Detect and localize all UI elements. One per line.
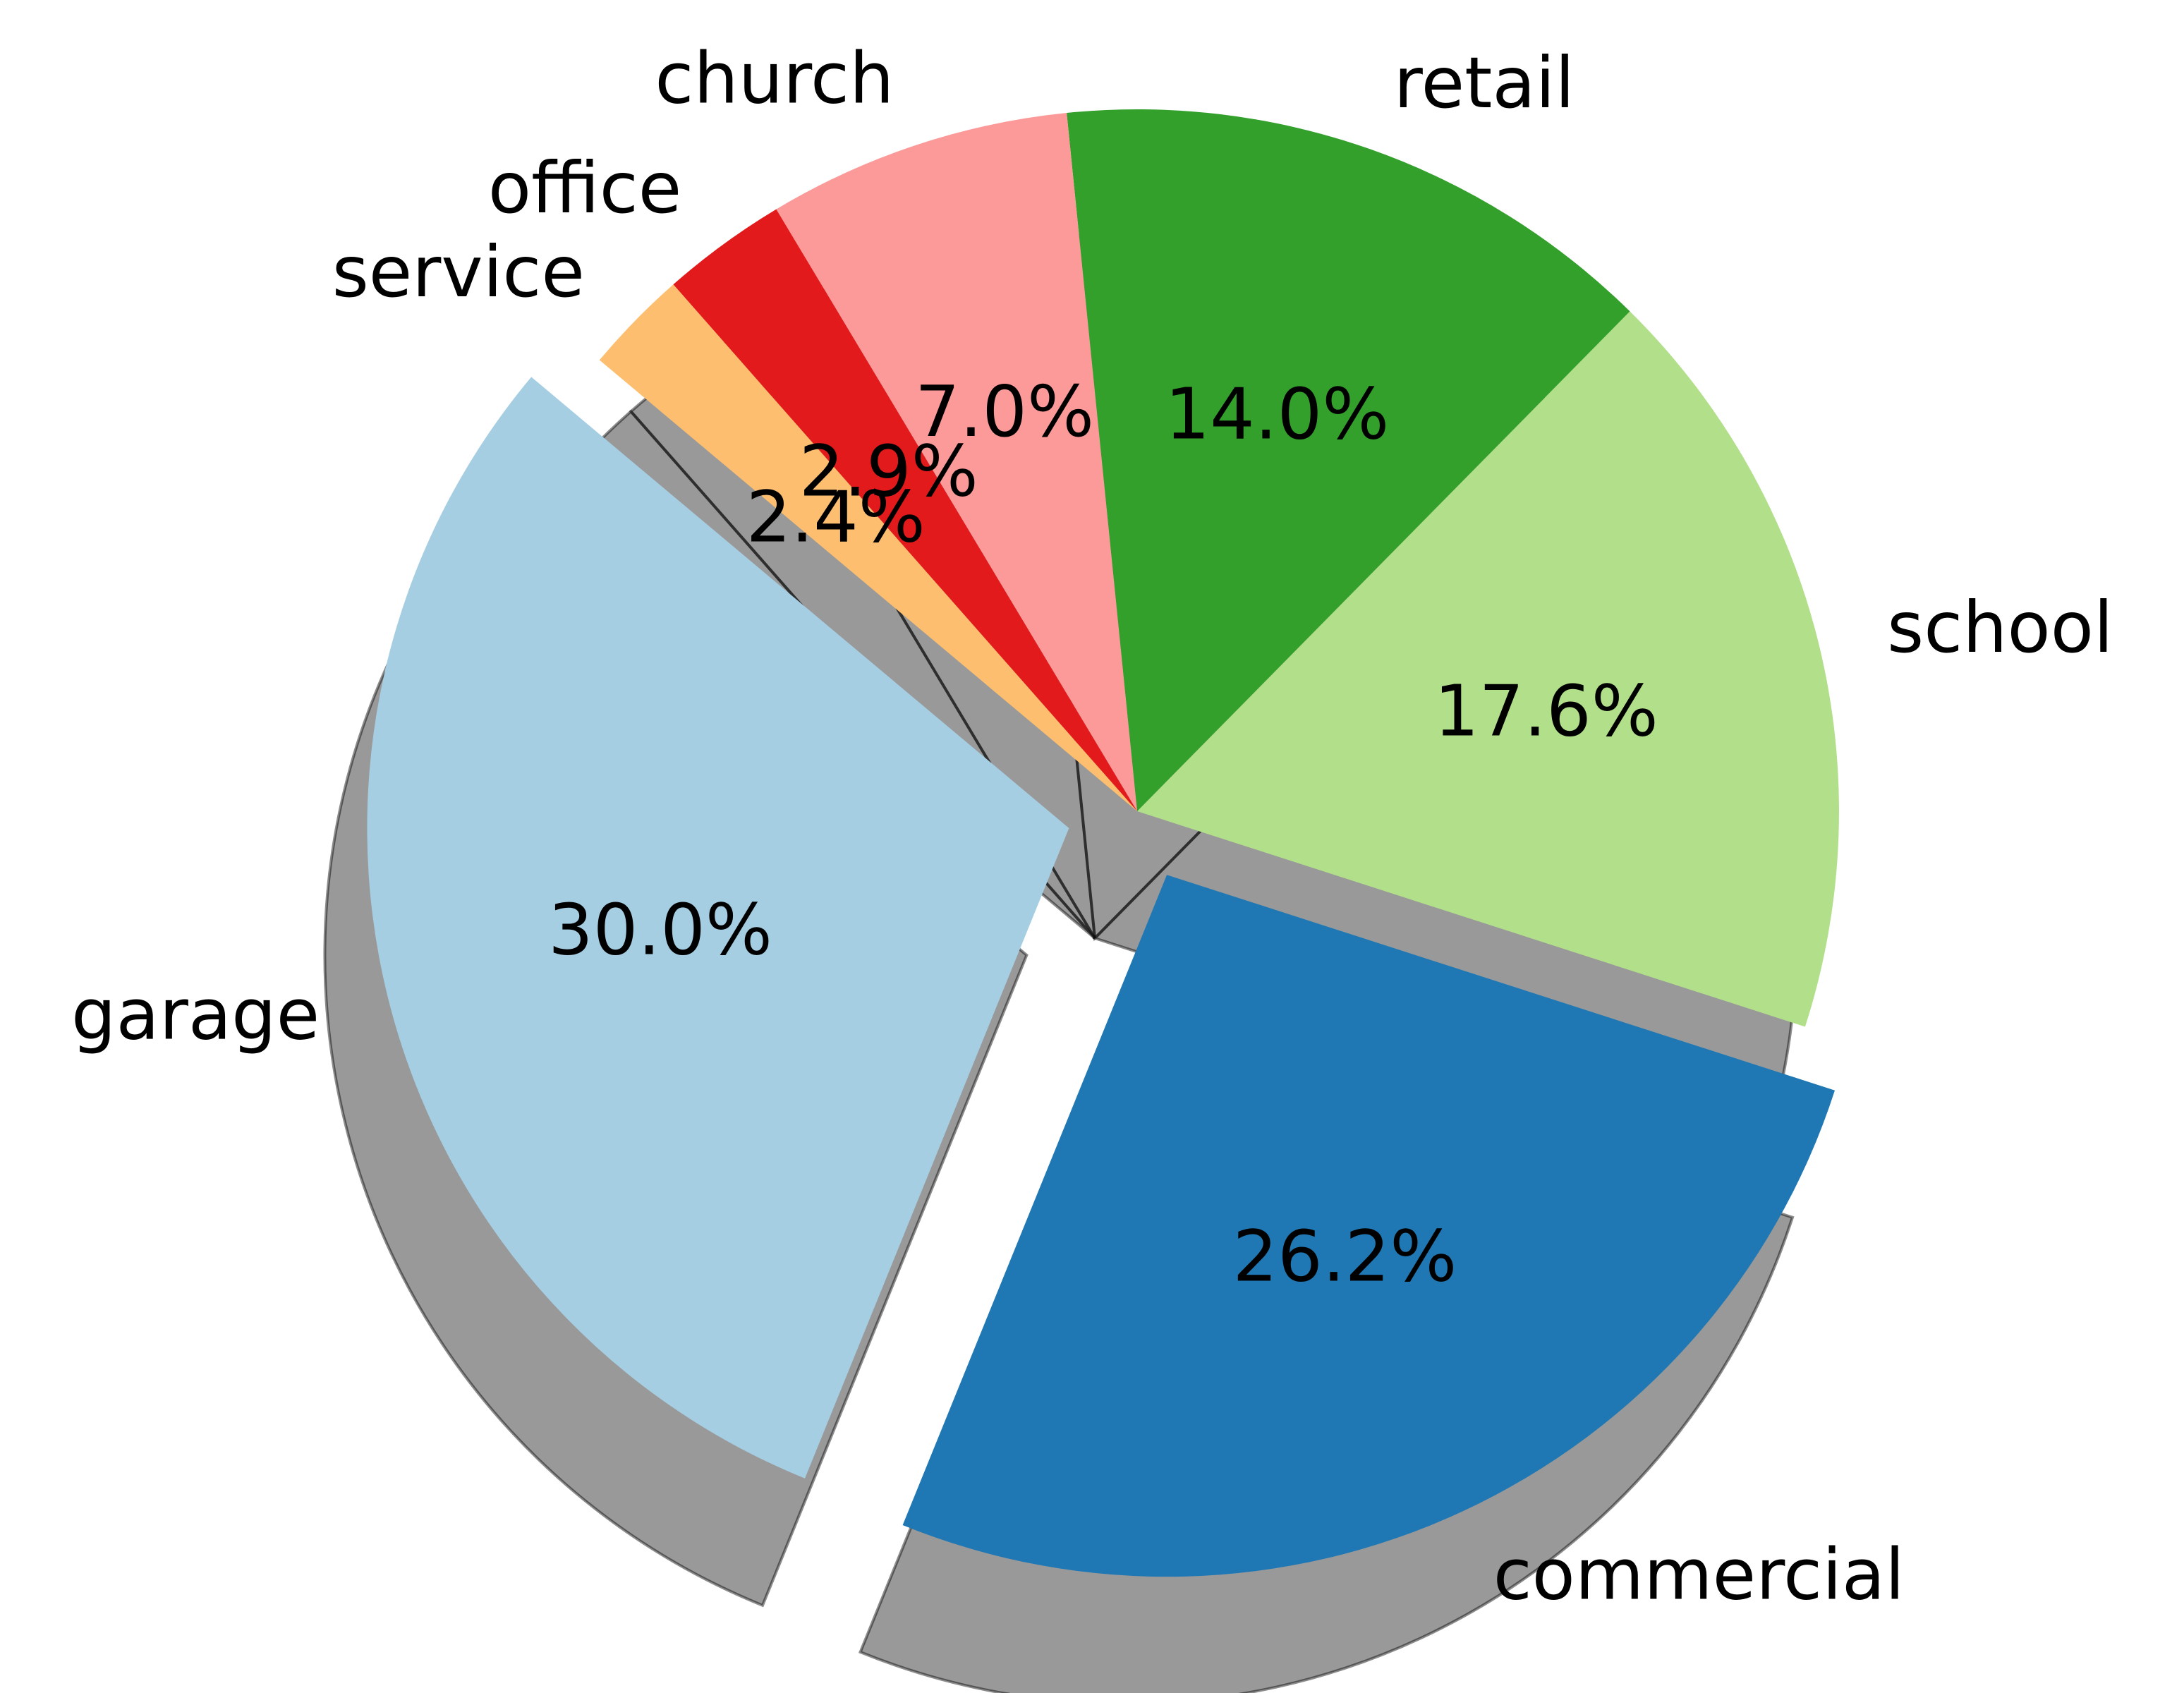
- slice-school: [1137, 311, 1839, 1027]
- percent-label-commercial: 26.2%: [1233, 1215, 1457, 1298]
- pie-slices: [367, 109, 1839, 1577]
- slice-office: [673, 209, 1137, 812]
- slice-retail: [1067, 109, 1630, 811]
- category-label-church: church: [655, 37, 894, 120]
- percent-label-retail: 14.0%: [1165, 372, 1390, 455]
- category-label-commercial: commercial: [1493, 1534, 1905, 1616]
- slice-church: [776, 113, 1137, 811]
- slice-commercial: [902, 875, 1835, 1577]
- percent-label-service: 2.4%: [746, 475, 926, 558]
- category-label-service: service: [332, 231, 585, 313]
- category-label-office: office: [488, 147, 681, 229]
- percent-labels: 30.0% 26.2% 17.6% 14.0% 7.0%2.9%2.4%: [548, 370, 1658, 1298]
- slice-garage: [367, 377, 1069, 1479]
- percent-label-garage: 30.0%: [548, 888, 772, 971]
- category-label-garage: garage: [71, 973, 320, 1055]
- category-label-retail: retail: [1394, 42, 1575, 124]
- category-label-school: school: [1887, 586, 2113, 669]
- category-labels: garage commercial school retail church office…: [71, 37, 2113, 1616]
- percent-label-church: 7.0%: [915, 370, 1094, 453]
- slice-service: [599, 284, 1137, 811]
- percent-label-office: 2.9%: [799, 430, 978, 513]
- percent-label-school: 17.6%: [1434, 669, 1658, 752]
